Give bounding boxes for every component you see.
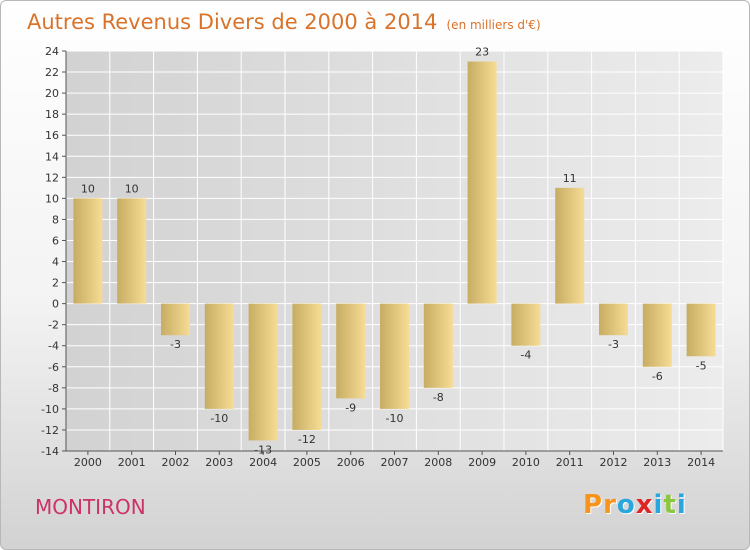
x-tick-label: 2003 — [205, 456, 233, 469]
x-tick-label: 2000 — [74, 456, 102, 469]
y-tick-label: 6 — [52, 234, 59, 247]
logo-letter: i — [676, 490, 687, 520]
data-label-2012: -3 — [608, 338, 619, 351]
x-tick-label: 2014 — [687, 456, 715, 469]
chart-title-unit: (en milliers d'€) — [446, 18, 541, 32]
bar-2000 — [73, 198, 103, 304]
data-label-2014: -5 — [696, 359, 707, 372]
bar-2007 — [380, 303, 409, 409]
bar-2010 — [511, 303, 541, 346]
y-tick-label: -10 — [41, 403, 59, 416]
logo-letter: i — [653, 490, 664, 520]
y-tick-label: -2 — [48, 319, 59, 332]
logo-letter: t — [663, 490, 677, 520]
y-tick-label: 22 — [45, 66, 59, 79]
y-tick-label: 20 — [45, 87, 59, 100]
data-label-2006: -9 — [345, 401, 356, 414]
x-tick-label: 2006 — [337, 456, 365, 469]
x-tick-label: 2009 — [468, 456, 496, 469]
y-tick-label: 0 — [52, 298, 59, 311]
commune-name: MONTIRON — [35, 495, 146, 519]
data-label-2003: -10 — [210, 412, 228, 425]
x-tick-label: 2010 — [512, 456, 540, 469]
y-tick-label: -4 — [48, 340, 59, 353]
data-label-2001: 10 — [125, 182, 139, 195]
logo-letter: x — [635, 490, 654, 520]
data-label-2002: -3 — [170, 338, 181, 351]
bar-2013 — [642, 303, 672, 367]
data-label-2013: -6 — [652, 370, 663, 383]
y-tick-label: -12 — [41, 424, 59, 437]
bar-2009 — [467, 61, 497, 304]
data-label-2007: -10 — [386, 412, 404, 425]
data-label-2009: 23 — [475, 46, 489, 59]
chart-title: Autres Revenus Divers de 2000 à 2014 (en… — [27, 10, 541, 34]
x-tick-label: 2002 — [162, 456, 190, 469]
y-tick-label: 10 — [45, 192, 59, 205]
x-tick-label: 2007 — [381, 456, 409, 469]
x-tick-label: 2012 — [600, 456, 628, 469]
proxiti-logo[interactable]: Proxiti — [583, 490, 687, 520]
y-tick-label: 8 — [52, 213, 59, 226]
bar-2004 — [248, 303, 278, 441]
x-tick-label: 2011 — [556, 456, 584, 469]
logo-letter: P — [583, 490, 604, 520]
logo-letter: r — [603, 490, 617, 520]
bar-2014 — [686, 303, 716, 357]
x-tick-label: 2013 — [643, 456, 671, 469]
bar-2005 — [292, 303, 322, 430]
x-tick-label: 2005 — [293, 456, 321, 469]
y-tick-label: 2 — [52, 277, 59, 290]
y-tick-label: -8 — [48, 382, 59, 395]
data-label-2010: -4 — [520, 349, 531, 362]
chart-title-main: Autres Revenus Divers de 2000 à 2014 — [27, 10, 438, 34]
bar-2001 — [117, 198, 147, 304]
x-tick-label: 2001 — [118, 456, 146, 469]
y-tick-label: 4 — [52, 256, 59, 269]
data-label-2008: -8 — [433, 391, 444, 404]
y-tick-label: 16 — [45, 129, 59, 142]
bar-2012 — [599, 303, 628, 336]
y-tick-label: 18 — [45, 108, 59, 121]
y-tick-label: 12 — [45, 171, 59, 184]
y-tick-label: 14 — [45, 150, 59, 163]
data-label-2000: 10 — [81, 182, 95, 195]
y-tick-label: -14 — [41, 445, 59, 458]
bar-2003 — [204, 303, 234, 409]
x-tick-label: 2004 — [249, 456, 277, 469]
y-tick-label: -6 — [48, 361, 59, 374]
bar-2006 — [336, 303, 366, 399]
y-tick-label: 24 — [45, 45, 59, 58]
data-label-2005: -12 — [298, 433, 316, 446]
bar-2002 — [161, 303, 190, 336]
x-tick-label: 2008 — [424, 456, 452, 469]
data-label-2011: 11 — [563, 172, 577, 185]
bar-2008 — [423, 303, 453, 388]
logo-letter: o — [616, 490, 636, 520]
data-label-2004: -13 — [254, 443, 272, 456]
bar-2011 — [555, 187, 585, 304]
